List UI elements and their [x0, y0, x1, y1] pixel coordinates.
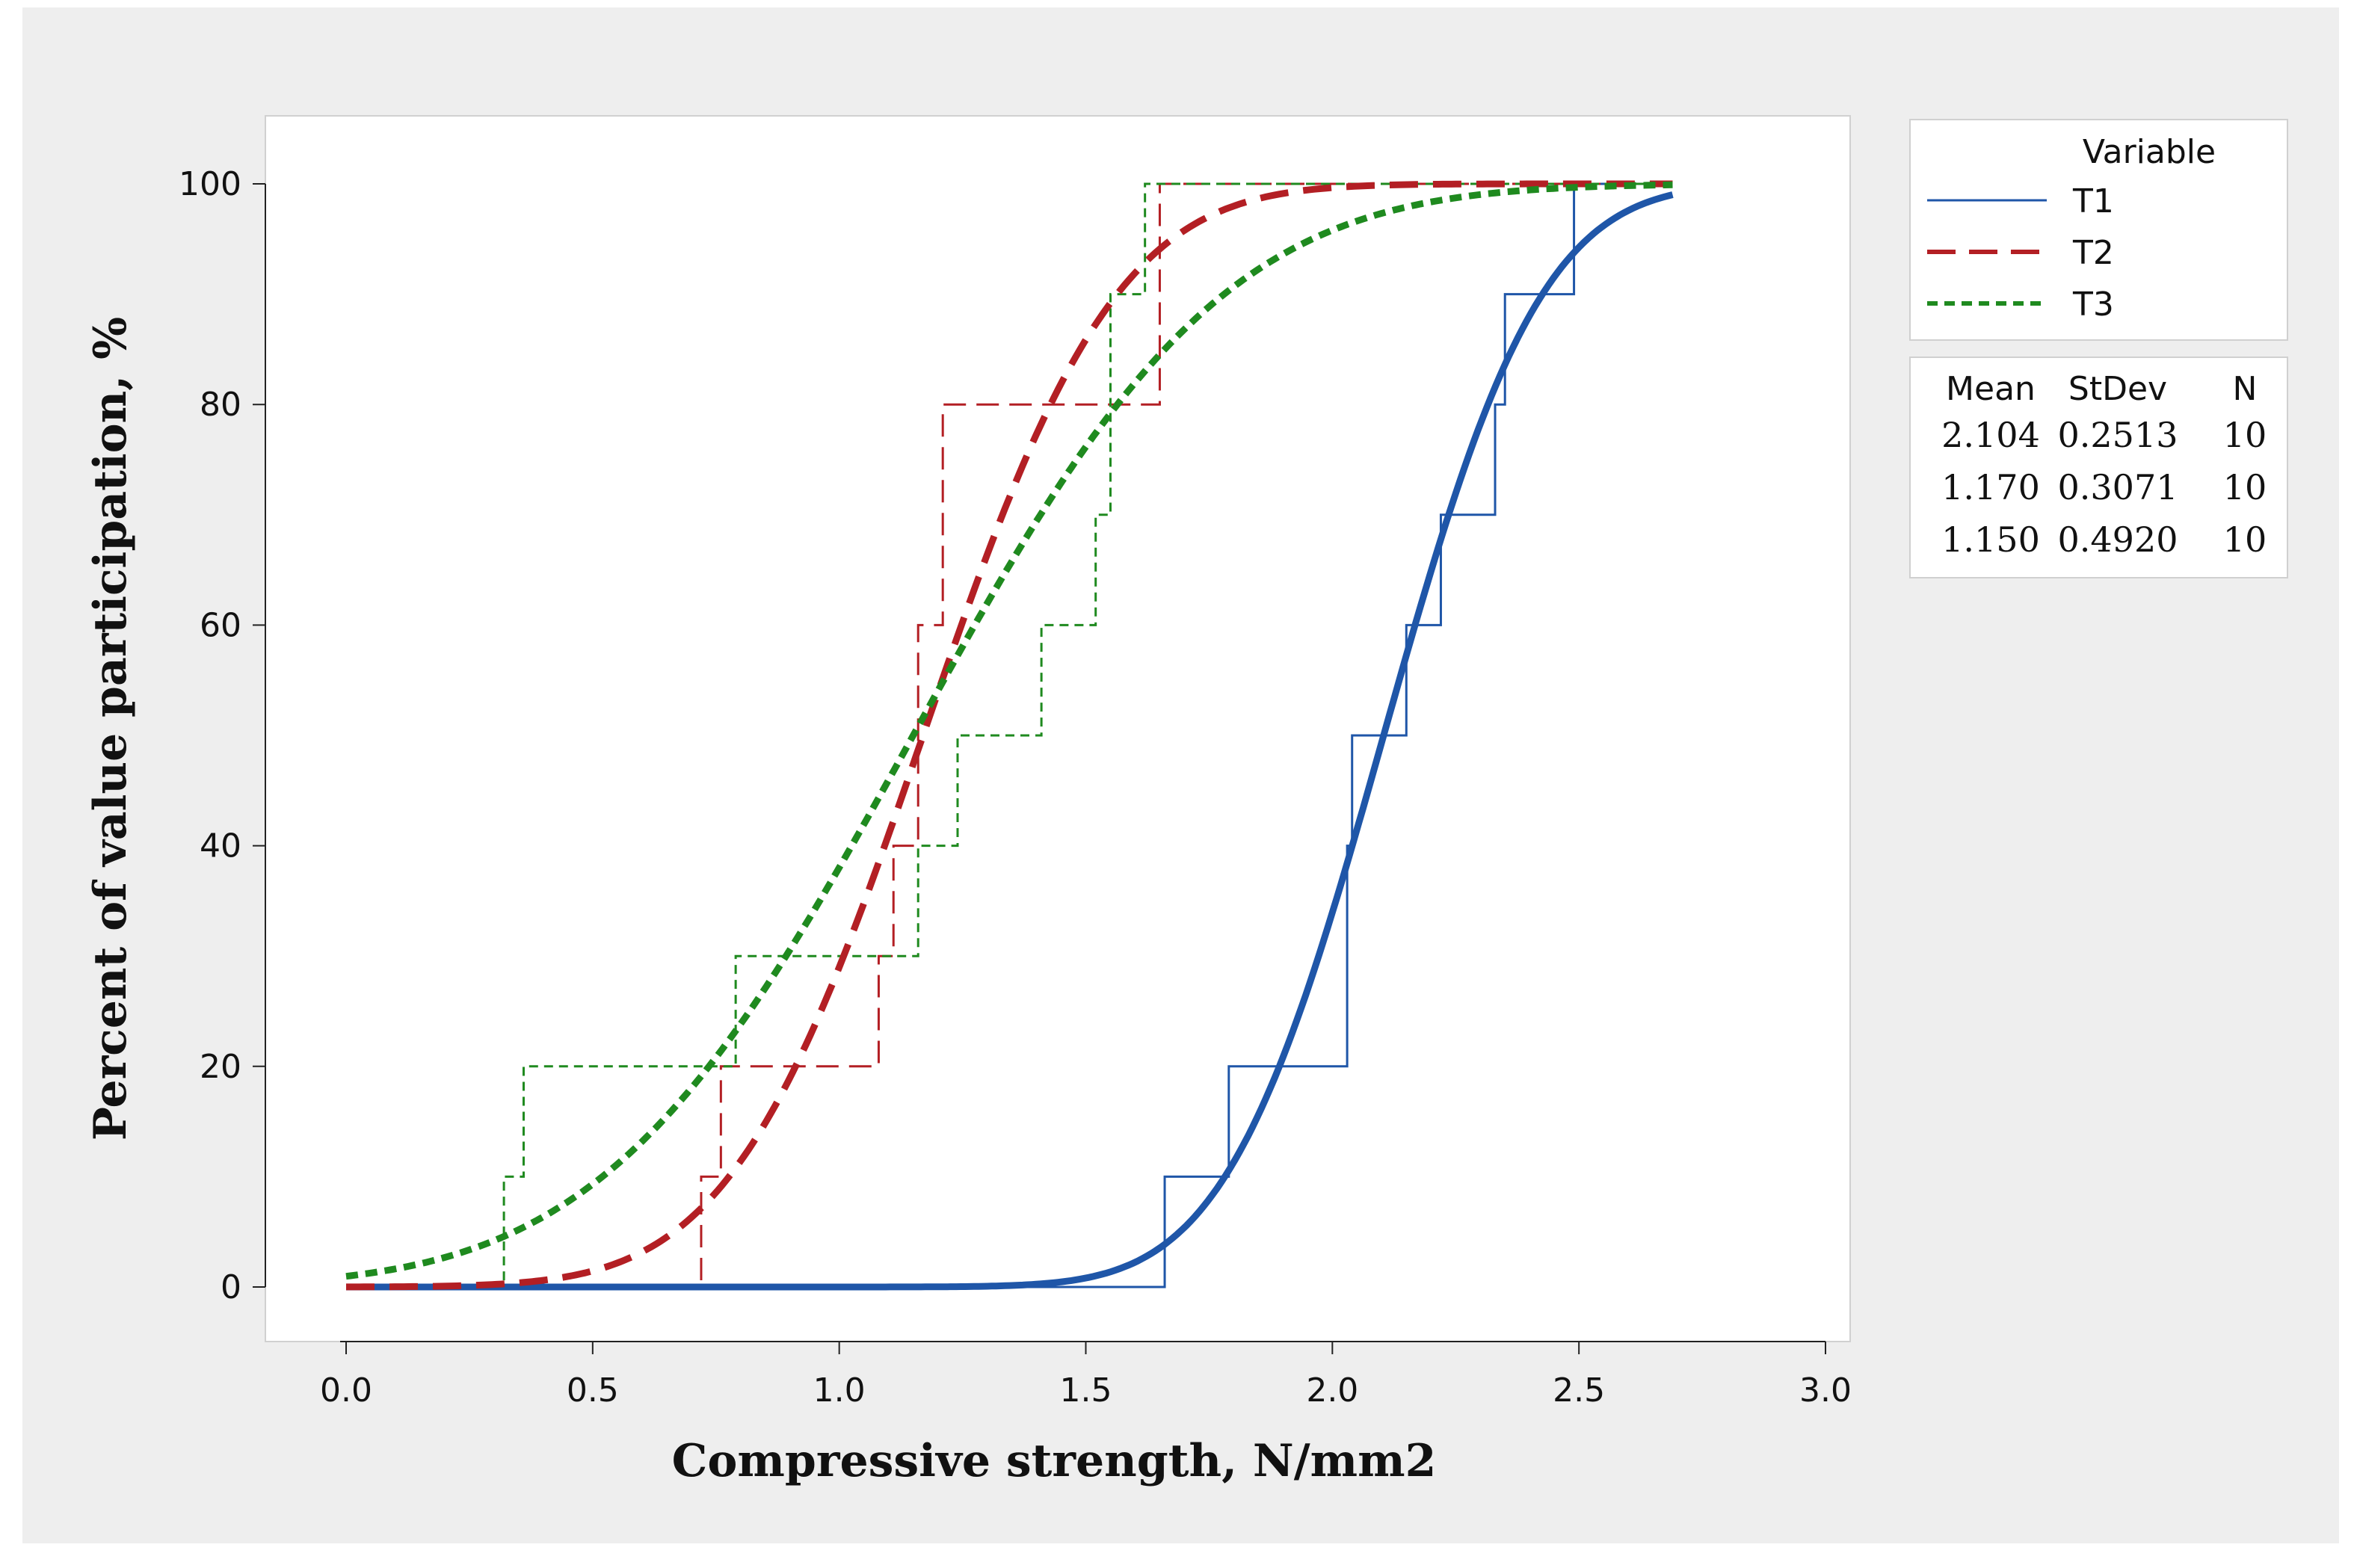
legend: Variable T1 T2 T3	[1909, 119, 2288, 341]
stats-header-stdev: StDev	[2068, 370, 2167, 408]
x-tick-label: 0.0	[320, 1371, 372, 1410]
stats-stdev-t2: 0.3071	[2058, 467, 2178, 507]
stats-stdev-t3: 0.4920	[2058, 519, 2178, 560]
legend-title: Variable	[2083, 133, 2216, 171]
fit-curve-t1	[346, 191, 1674, 1291]
stats-n-t2: 10	[2223, 467, 2267, 507]
empirical-step-t3	[346, 182, 1673, 1288]
y-tick-label: 100	[179, 165, 241, 203]
stats-header-n: N	[2233, 370, 2258, 408]
y-axis: 0 20 40 60 80 100 Percent of value participat…	[84, 165, 266, 1306]
empirical-steps	[346, 182, 1673, 1288]
x-axis: 0.0 0.5 1.0 1.5 2.0 2.5 3.0 Compressive streng…	[320, 1341, 1852, 1487]
stats-table: Mean StDev N 2.104 0.2513 10 1.170 0.3071 10 1…	[1909, 356, 2288, 578]
stats-mean-t2: 1.170	[1941, 467, 2040, 507]
fit-curve-t3	[345, 181, 1673, 1280]
y-axis-title: Percent of value participation, %	[84, 317, 137, 1140]
x-tick-label: 3.0	[1799, 1371, 1852, 1410]
legend-label-t1: T1	[2072, 182, 2114, 220]
y-tick-label: 60	[200, 606, 241, 644]
stats-n-t3: 10	[2223, 519, 2267, 560]
x-axis-title: Compressive strength, N/mm2	[672, 1435, 1437, 1487]
x-tick-label: 1.5	[1060, 1371, 1112, 1410]
stats-stdev-t1: 0.2513	[2058, 415, 2178, 455]
y-tick-label: 0	[221, 1268, 241, 1306]
stats-mean-t3: 1.150	[1941, 519, 2040, 560]
stats-mean-t1: 2.104	[1941, 415, 2040, 455]
legend-box	[1909, 119, 2288, 341]
stats-header-mean: Mean	[1946, 370, 2036, 408]
stats-n-t1: 10	[2223, 415, 2267, 455]
y-tick-label: 80	[200, 386, 241, 424]
plot-area	[265, 115, 1851, 1342]
y-tick-label: 40	[200, 827, 241, 865]
fit-curve-t2	[346, 180, 1673, 1291]
x-tick-label: 1.0	[813, 1371, 866, 1410]
legend-label-t3: T3	[2072, 285, 2114, 324]
y-tick-label: 20	[200, 1048, 241, 1086]
x-tick-label: 2.0	[1306, 1371, 1358, 1410]
empirical-step-t1	[346, 182, 1673, 1288]
fitted-curves	[345, 180, 1674, 1291]
stats-box	[1909, 356, 2288, 578]
legend-label-t2: T2	[2072, 234, 2114, 272]
empirical-step-t2	[346, 182, 1673, 1288]
x-tick-label: 2.5	[1553, 1371, 1605, 1410]
x-tick-label: 0.5	[567, 1371, 619, 1410]
